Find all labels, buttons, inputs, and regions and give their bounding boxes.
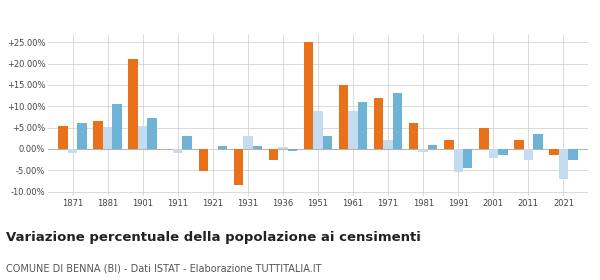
Bar [138, 126, 148, 149]
Bar [568, 149, 578, 160]
Bar [103, 127, 112, 149]
Bar [128, 59, 138, 149]
Bar [374, 98, 383, 149]
Bar [463, 149, 472, 168]
Bar [94, 121, 103, 149]
Bar [269, 149, 278, 160]
Bar [514, 141, 524, 149]
Bar [208, 149, 218, 150]
Bar [243, 136, 253, 149]
Bar [479, 129, 488, 149]
Bar [58, 126, 68, 149]
Bar [358, 102, 367, 149]
Bar [68, 149, 77, 153]
Bar [218, 146, 227, 149]
Bar [428, 145, 437, 149]
Bar [173, 149, 182, 153]
Bar [559, 149, 568, 179]
Bar [77, 123, 87, 149]
Bar [549, 149, 559, 155]
Bar [112, 104, 122, 149]
Text: Variazione percentuale della popolazione ai censimenti: Variazione percentuale della popolazione… [6, 231, 421, 244]
Bar [148, 118, 157, 149]
Bar [233, 149, 243, 185]
Bar [278, 147, 287, 149]
Bar [323, 136, 332, 149]
Bar [524, 149, 533, 160]
Bar [454, 149, 463, 172]
Bar [313, 111, 323, 149]
Bar [488, 149, 498, 158]
Bar [339, 85, 349, 149]
Bar [304, 42, 313, 149]
Bar [383, 141, 393, 149]
Bar [444, 141, 454, 149]
Bar [409, 123, 418, 149]
Bar [199, 149, 208, 171]
Bar [533, 134, 542, 149]
Bar [349, 111, 358, 149]
Bar [182, 136, 192, 149]
Bar [393, 94, 403, 149]
Bar [253, 146, 262, 149]
Bar [418, 149, 428, 152]
Bar [287, 149, 297, 151]
Legend: Benna, Provincia di BI, Piemonte: Benna, Provincia di BI, Piemonte [176, 0, 460, 1]
Text: COMUNE DI BENNA (BI) - Dati ISTAT - Elaborazione TUTTITALIA.IT: COMUNE DI BENNA (BI) - Dati ISTAT - Elab… [6, 263, 322, 273]
Bar [498, 149, 508, 155]
